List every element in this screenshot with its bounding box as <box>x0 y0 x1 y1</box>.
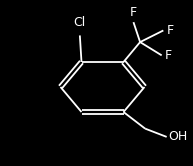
Text: F: F <box>130 6 137 19</box>
Text: Cl: Cl <box>74 16 86 29</box>
Text: F: F <box>165 49 172 62</box>
Text: F: F <box>167 24 174 37</box>
Text: OH: OH <box>168 130 188 143</box>
